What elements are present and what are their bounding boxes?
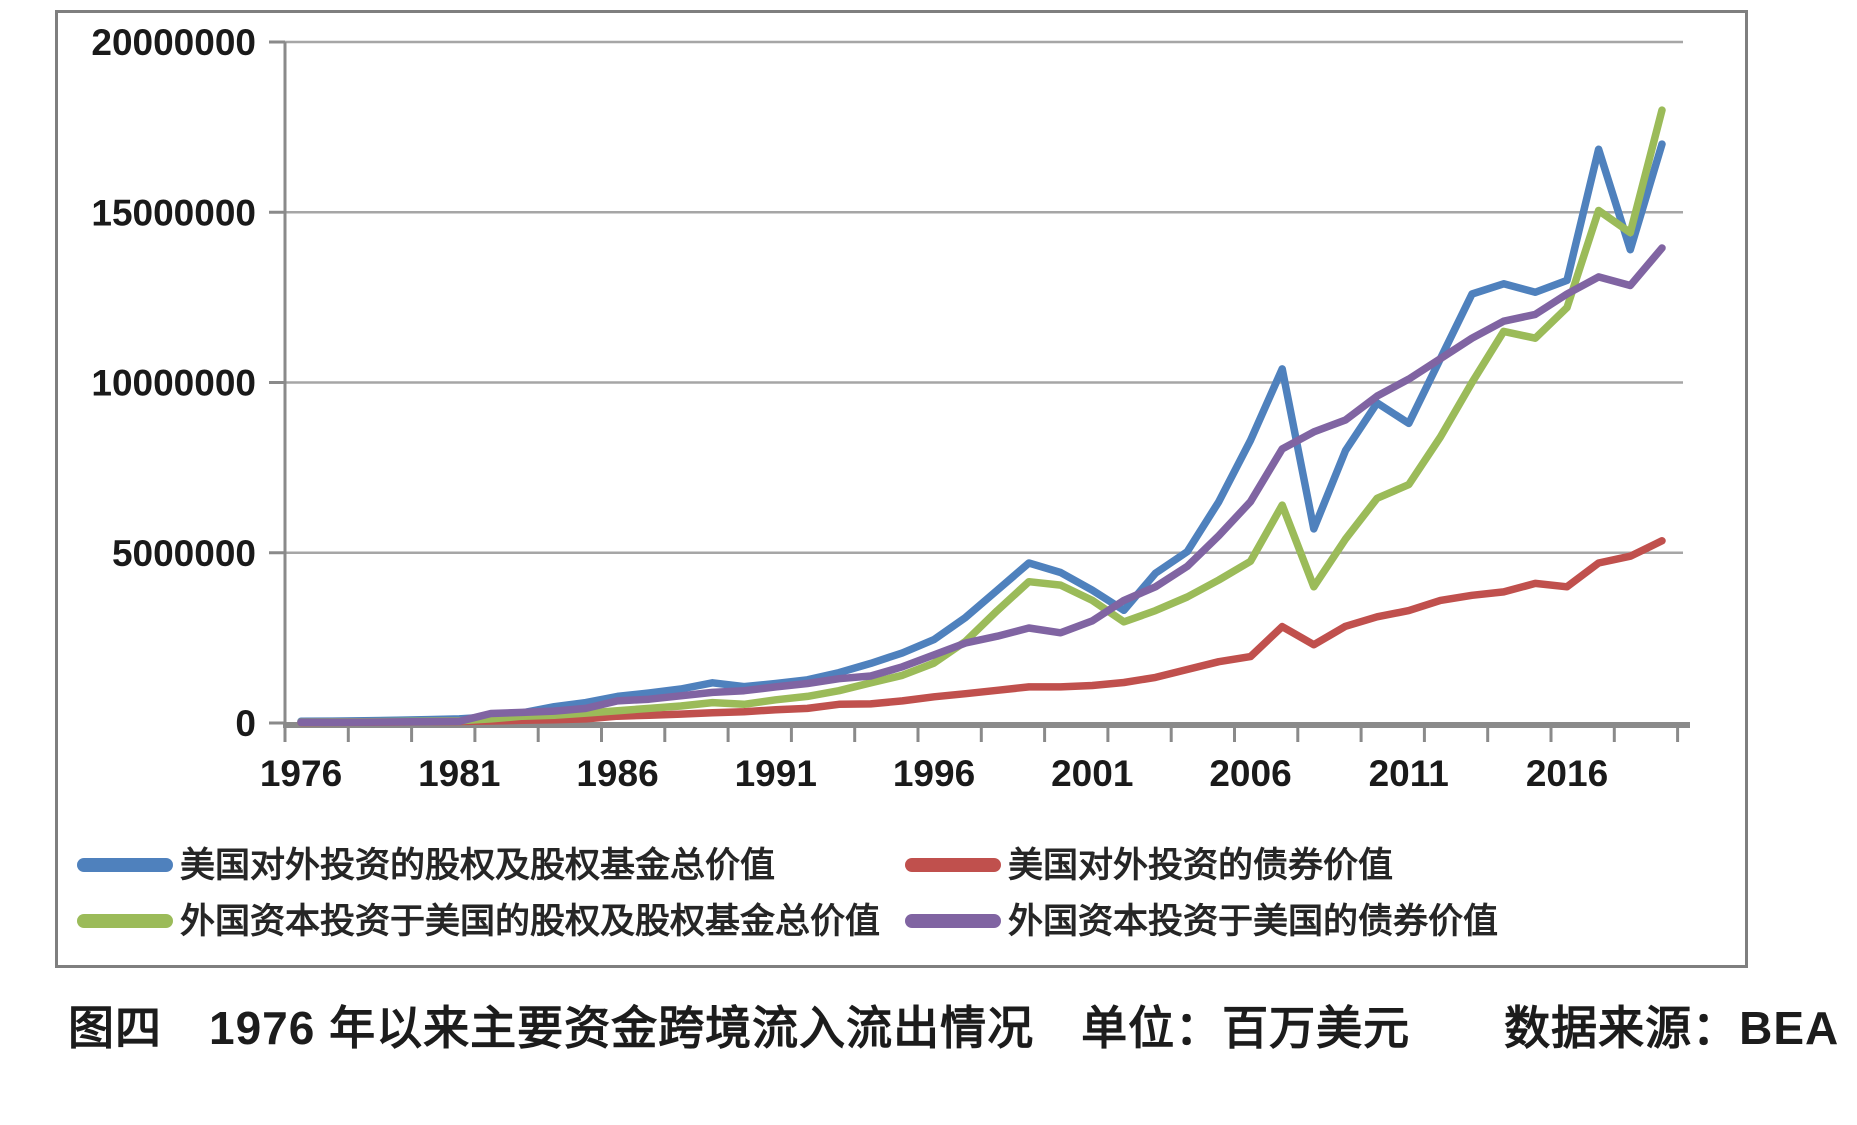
legend-swatch-us-outward-bonds — [905, 858, 1001, 872]
x-tick-label-1981: 1981 — [418, 753, 500, 794]
y-tick-label-0: 0 — [235, 703, 256, 744]
series-line-2 — [297, 106, 1666, 726]
legend-label-us-outward-equity: 美国对外投资的股权及股权基金总价值 — [180, 846, 776, 885]
legend-label-us-outward-bonds: 美国对外投资的债券价值 — [1008, 846, 1394, 885]
x-tick-label-1986: 1986 — [576, 753, 658, 794]
x-tick-label-1976: 1976 — [260, 753, 342, 794]
x-tick-label-2001: 2001 — [1051, 753, 1133, 794]
x-tick-label-1996: 1996 — [893, 753, 975, 794]
y-tick-label-15000000: 15000000 — [91, 192, 256, 233]
x-tick-label-1991: 1991 — [735, 753, 817, 794]
series-line-0 — [297, 140, 1666, 726]
legend-swatch-us-outward-equity — [77, 858, 173, 872]
y-tick-label-20000000: 20000000 — [91, 22, 256, 63]
chart-frame — [55, 10, 1748, 968]
legend-label-foreign-in-us-bonds: 外国资本投资于美国的债券价值 — [1008, 902, 1499, 941]
x-tick-label-2011: 2011 — [1369, 753, 1449, 794]
series-line-1 — [297, 537, 1666, 727]
legend-swatch-foreign-in-us-bonds — [905, 914, 1001, 928]
x-tick-label-2006: 2006 — [1209, 753, 1291, 794]
figure-caption: 图四 1976 年以来主要资金跨境流入流出情况 单位：百万美元 数据来源：BEA — [68, 1002, 1840, 1054]
legend-label-foreign-in-us-equity: 外国资本投资于美国的股权及股权基金总价值 — [180, 902, 881, 941]
series-line-3 — [297, 244, 1666, 727]
x-tick-label-2016: 2016 — [1526, 753, 1608, 794]
legend-swatch-foreign-in-us-equity — [77, 914, 173, 928]
y-tick-label-10000000: 10000000 — [91, 363, 256, 404]
y-tick-label-5000000: 5000000 — [112, 533, 256, 574]
